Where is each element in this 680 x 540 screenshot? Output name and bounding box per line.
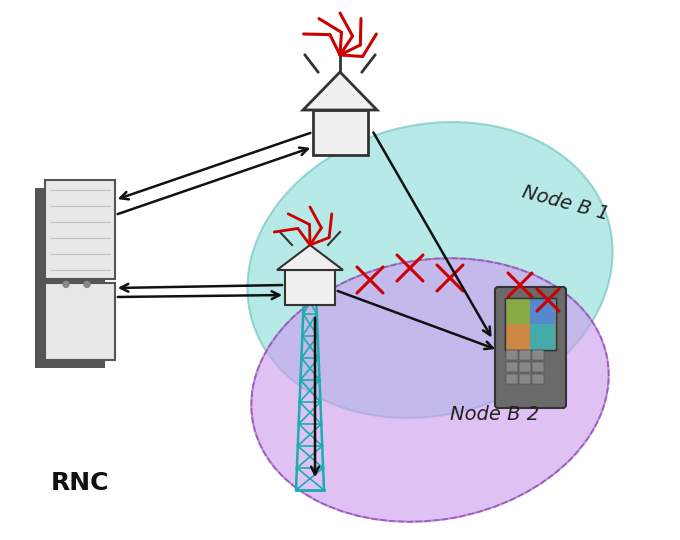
FancyBboxPatch shape [506, 362, 518, 372]
FancyBboxPatch shape [45, 282, 115, 360]
FancyBboxPatch shape [313, 110, 368, 155]
Ellipse shape [252, 258, 609, 522]
Circle shape [63, 281, 69, 287]
FancyBboxPatch shape [532, 374, 544, 384]
FancyBboxPatch shape [519, 350, 531, 360]
FancyBboxPatch shape [519, 374, 531, 384]
FancyBboxPatch shape [495, 287, 566, 408]
FancyBboxPatch shape [505, 324, 530, 350]
FancyBboxPatch shape [530, 324, 555, 350]
Circle shape [84, 281, 90, 287]
FancyBboxPatch shape [506, 374, 518, 384]
Polygon shape [277, 245, 343, 270]
FancyBboxPatch shape [505, 298, 530, 324]
Ellipse shape [248, 122, 613, 418]
Polygon shape [303, 72, 377, 110]
Text: Node B 2: Node B 2 [450, 405, 539, 424]
FancyBboxPatch shape [45, 180, 115, 279]
FancyBboxPatch shape [519, 362, 531, 372]
FancyBboxPatch shape [35, 188, 105, 368]
FancyBboxPatch shape [285, 270, 335, 305]
FancyBboxPatch shape [530, 298, 555, 324]
FancyBboxPatch shape [532, 362, 544, 372]
Text: RNC: RNC [51, 471, 109, 495]
Text: Node B 1: Node B 1 [520, 183, 611, 224]
FancyBboxPatch shape [506, 350, 518, 360]
FancyBboxPatch shape [532, 350, 544, 360]
FancyBboxPatch shape [505, 298, 556, 350]
